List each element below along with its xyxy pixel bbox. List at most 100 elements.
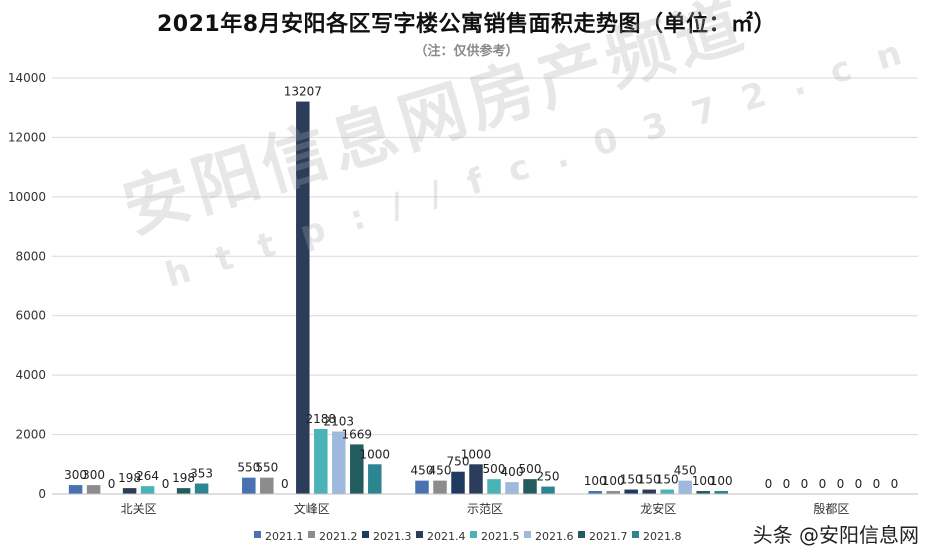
data-label: 450 <box>429 464 452 478</box>
bar <box>242 477 256 494</box>
y-tick-label: 4000 <box>15 368 46 382</box>
data-label: 150 <box>656 473 679 487</box>
legend-swatch <box>578 531 585 538</box>
data-label: 0 <box>765 477 773 491</box>
legend-swatch <box>416 531 423 538</box>
bar <box>642 489 656 494</box>
bar <box>86 485 101 494</box>
data-label: 750 <box>447 455 470 469</box>
data-label: 0 <box>891 477 899 491</box>
legend-swatch <box>362 531 369 538</box>
data-label: 198 <box>118 471 141 485</box>
bar <box>714 491 728 494</box>
data-label: 13207 <box>284 85 322 99</box>
legend-label: 2021.5 <box>481 530 520 543</box>
data-label: 300 <box>82 468 105 482</box>
legend-label: 2021.8 <box>643 530 682 543</box>
bar <box>122 488 137 494</box>
y-tick-label: 12000 <box>8 130 46 144</box>
legend-swatch <box>308 531 315 538</box>
legend-swatch <box>632 531 639 538</box>
data-label: 550 <box>255 461 278 475</box>
x-tick-label: 北关区 <box>121 502 157 516</box>
data-label: 400 <box>501 465 524 479</box>
bar <box>433 480 447 494</box>
legend-label: 2021.4 <box>427 530 466 543</box>
data-label: 550 <box>237 461 260 475</box>
bar <box>296 101 310 495</box>
y-tick-label: 8000 <box>15 249 46 263</box>
bar <box>487 479 501 494</box>
x-tick-label: 龙安区 <box>640 501 676 516</box>
data-label: 0 <box>873 477 881 491</box>
data-label: 0 <box>783 477 791 491</box>
chart-title: 2021年8月安阳各区写字楼公寓销售面积走势图（单位：㎡） <box>156 12 777 37</box>
bar <box>624 489 638 494</box>
legend-label: 2021.7 <box>589 530 628 543</box>
bar <box>368 464 382 494</box>
bar <box>606 491 620 494</box>
bar <box>260 477 274 494</box>
legend-label: 2021.1 <box>265 530 304 543</box>
bar <box>696 491 710 494</box>
data-label: 0 <box>855 477 863 491</box>
bar <box>660 489 674 494</box>
data-label: 300 <box>64 468 87 482</box>
data-label: 1000 <box>360 447 391 461</box>
data-label: 150 <box>638 473 661 487</box>
bar <box>194 483 209 494</box>
y-tick-label: 6000 <box>15 309 46 323</box>
data-label: 500 <box>519 462 542 476</box>
legend-label: 2021.6 <box>535 530 574 543</box>
data-label: 2103 <box>324 415 355 429</box>
data-label: 450 <box>411 464 434 478</box>
data-label: 450 <box>674 464 697 478</box>
data-label: 500 <box>483 462 506 476</box>
legend-swatch <box>254 531 261 538</box>
x-tick-label: 文峰区 <box>294 501 330 516</box>
x-tick-label: 殷都区 <box>813 502 849 516</box>
data-label: 1669 <box>342 427 373 441</box>
bar <box>505 482 519 494</box>
x-tick-label: 示范区 <box>467 502 503 516</box>
data-label: 0 <box>837 477 845 491</box>
data-label: 100 <box>692 474 715 488</box>
bar <box>314 428 328 494</box>
legend-label: 2021.2 <box>319 530 358 543</box>
y-tick-label: 2000 <box>15 428 46 442</box>
bar <box>451 471 465 494</box>
y-tick-label: 14000 <box>8 71 46 85</box>
bar <box>541 486 555 494</box>
data-label: 1000 <box>461 447 492 461</box>
data-label: 0 <box>819 477 827 491</box>
bar <box>176 488 191 494</box>
data-label: 100 <box>602 474 625 488</box>
y-tick-label: 0 <box>38 487 46 501</box>
bar <box>523 479 537 494</box>
chart-subtitle: （注：仅供参考） <box>414 44 519 59</box>
legend-label: 2021.3 <box>373 530 412 543</box>
bar <box>332 431 346 494</box>
legend-swatch <box>524 531 531 538</box>
data-label: 0 <box>801 477 809 491</box>
data-label: 264 <box>136 469 159 483</box>
data-label: 0 <box>108 477 116 491</box>
data-label: 250 <box>537 470 560 484</box>
bar <box>350 444 364 494</box>
data-label: 150 <box>620 473 643 487</box>
data-label: 100 <box>710 474 733 488</box>
bar <box>678 480 692 494</box>
legend-swatch <box>470 531 477 538</box>
data-label: 100 <box>584 474 607 488</box>
bar <box>68 485 83 494</box>
source-tag: 头条 @安阳信息网 <box>752 523 919 547</box>
bar <box>415 480 429 494</box>
bar <box>588 491 602 494</box>
y-tick-label: 10000 <box>8 190 46 204</box>
data-label: 353 <box>190 467 213 481</box>
bar <box>140 486 155 494</box>
data-label: 198 <box>172 471 195 485</box>
bar <box>469 464 483 494</box>
data-label: 0 <box>162 477 170 491</box>
